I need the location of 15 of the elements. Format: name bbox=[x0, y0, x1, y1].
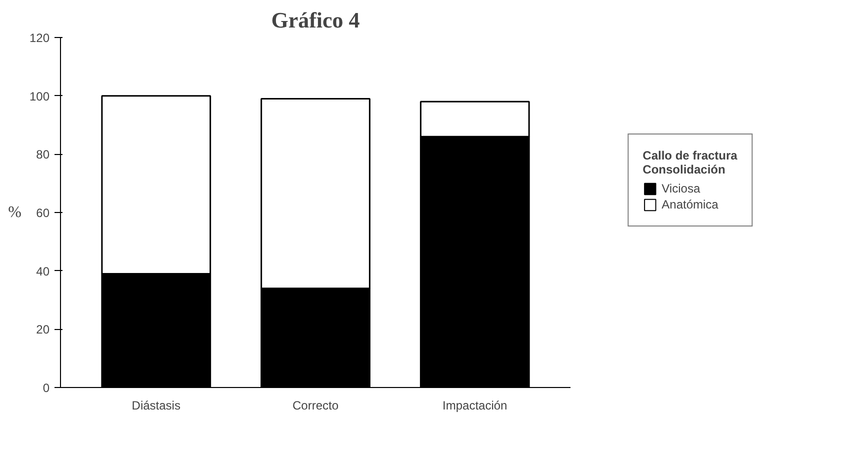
chart-title: Gráfico 4 bbox=[271, 8, 360, 32]
y-axis-title: % bbox=[8, 204, 22, 221]
x-tick-label: Correcto bbox=[292, 398, 339, 412]
x-tick-label: Diástasis bbox=[132, 398, 180, 412]
y-tick-label: 20 bbox=[36, 322, 50, 337]
legend-label: Viciosa bbox=[662, 181, 700, 196]
y-tick-label: 40 bbox=[36, 264, 50, 278]
legend-title: Callo de fractura Consolidación bbox=[642, 148, 738, 176]
x-tick-label: Impactación bbox=[442, 398, 508, 412]
y-tick-label: 120 bbox=[29, 31, 50, 45]
legend-label: Anatómica bbox=[662, 197, 718, 212]
y-tick-label: 0 bbox=[42, 381, 50, 395]
y-tick-label: 60 bbox=[36, 206, 50, 220]
y-tick-label: 100 bbox=[29, 89, 50, 104]
y-tick-label: 80 bbox=[36, 148, 50, 162]
